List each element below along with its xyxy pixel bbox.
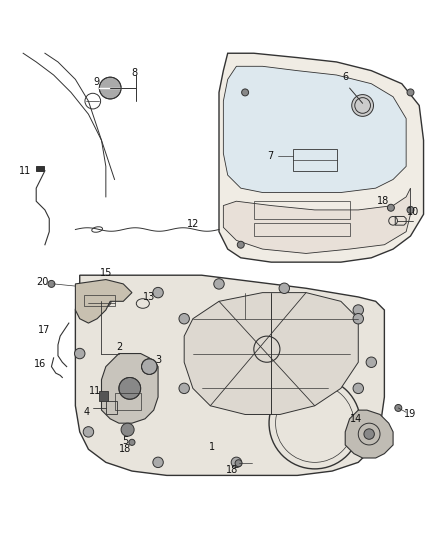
Bar xyxy=(84,295,115,305)
Polygon shape xyxy=(219,53,424,262)
Circle shape xyxy=(388,204,394,211)
Text: 19: 19 xyxy=(404,409,417,419)
Circle shape xyxy=(235,460,242,467)
Circle shape xyxy=(407,89,414,96)
Circle shape xyxy=(141,359,157,375)
Text: 11: 11 xyxy=(89,385,101,395)
Polygon shape xyxy=(75,279,132,323)
Circle shape xyxy=(214,279,224,289)
Polygon shape xyxy=(345,410,393,458)
Text: 10: 10 xyxy=(406,207,419,217)
Polygon shape xyxy=(102,353,158,423)
Polygon shape xyxy=(223,188,410,254)
Text: 11: 11 xyxy=(19,166,32,176)
Text: 13: 13 xyxy=(143,292,155,302)
Circle shape xyxy=(179,383,189,393)
Bar xyxy=(254,201,350,219)
Text: 3: 3 xyxy=(155,355,161,365)
Circle shape xyxy=(279,283,290,294)
Text: 16: 16 xyxy=(35,359,47,369)
Circle shape xyxy=(74,349,85,359)
Circle shape xyxy=(352,94,374,116)
Text: 12: 12 xyxy=(187,219,199,229)
Text: 15: 15 xyxy=(100,268,112,278)
Text: 18: 18 xyxy=(119,445,131,454)
Circle shape xyxy=(119,377,141,399)
Bar xyxy=(254,223,350,236)
Bar xyxy=(99,391,108,401)
Text: 7: 7 xyxy=(267,150,273,160)
Circle shape xyxy=(366,357,377,367)
Text: 20: 20 xyxy=(36,277,49,287)
Text: 14: 14 xyxy=(350,414,362,424)
Circle shape xyxy=(353,305,364,315)
Text: 18: 18 xyxy=(378,196,390,206)
Circle shape xyxy=(407,206,414,213)
Circle shape xyxy=(153,287,163,298)
Circle shape xyxy=(48,280,55,287)
Circle shape xyxy=(101,296,111,306)
Circle shape xyxy=(395,405,402,411)
Text: 5: 5 xyxy=(122,435,128,446)
Polygon shape xyxy=(184,293,358,415)
Circle shape xyxy=(353,313,364,324)
Circle shape xyxy=(129,439,135,446)
Circle shape xyxy=(231,457,242,467)
Text: 8: 8 xyxy=(131,68,137,78)
Bar xyxy=(115,393,141,410)
Circle shape xyxy=(99,77,121,99)
Text: 6: 6 xyxy=(342,72,348,82)
Bar xyxy=(106,401,117,415)
Text: 17: 17 xyxy=(38,325,50,335)
Text: 1: 1 xyxy=(209,442,215,452)
Circle shape xyxy=(364,429,374,439)
Circle shape xyxy=(353,426,364,437)
Text: 18: 18 xyxy=(226,465,238,475)
Text: 4: 4 xyxy=(83,407,89,417)
Circle shape xyxy=(237,241,244,248)
Polygon shape xyxy=(75,275,385,475)
Polygon shape xyxy=(223,66,406,192)
Circle shape xyxy=(179,313,189,324)
Circle shape xyxy=(242,89,249,96)
Circle shape xyxy=(153,457,163,467)
Bar xyxy=(293,149,336,171)
Circle shape xyxy=(121,423,134,436)
Text: 2: 2 xyxy=(116,342,122,352)
Bar xyxy=(36,166,44,171)
Circle shape xyxy=(353,383,364,393)
Circle shape xyxy=(83,426,94,437)
Text: 9: 9 xyxy=(93,77,99,86)
